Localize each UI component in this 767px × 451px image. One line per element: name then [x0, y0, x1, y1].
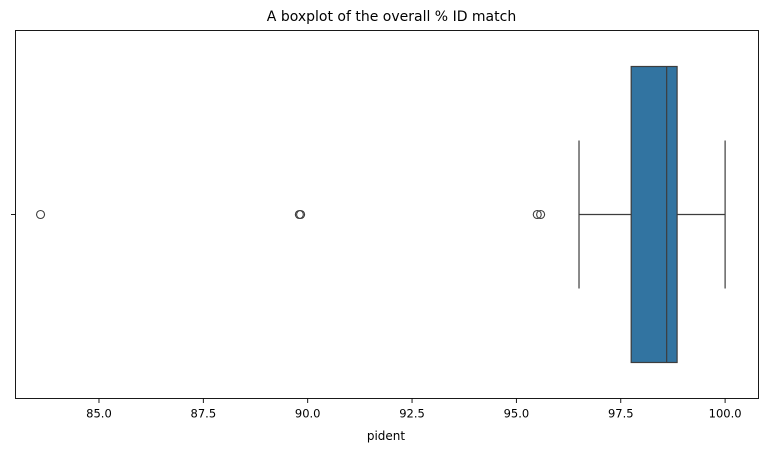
x-tick-label: 100.0: [709, 407, 742, 421]
x-axis-label: pident: [367, 429, 406, 443]
x-tick-label: 85.0: [86, 407, 112, 421]
box-group: [578, 65, 726, 364]
outlier-point: [296, 209, 306, 220]
iqr-box: [630, 65, 678, 364]
x-tick-label: 97.5: [608, 407, 634, 421]
x-tick-label: 87.5: [191, 407, 217, 421]
outlier-point: [532, 209, 542, 220]
x-tick-label: 92.5: [399, 407, 425, 421]
x-tick-label: 95.0: [504, 407, 530, 421]
x-tick-label: 90.0: [295, 407, 321, 421]
outlier-group: [35, 209, 546, 220]
outlier-point: [536, 209, 546, 220]
chart-title: A boxplot of the overall % ID match: [267, 9, 516, 25]
x-axis: 85.0 87.5 90.0 92.5 95.0 97.5 100.0: [86, 398, 742, 421]
outlier-point: [35, 209, 46, 220]
